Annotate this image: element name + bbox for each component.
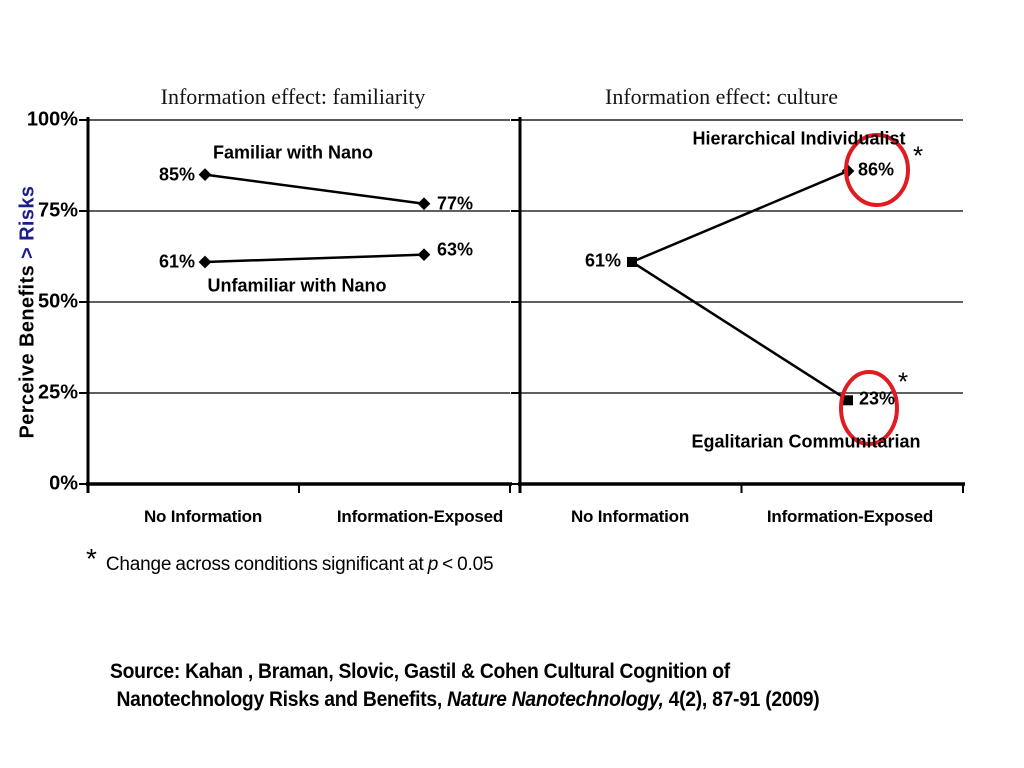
source-line1: Source: Kahan , Braman, Slovic, Gastil &… xyxy=(110,660,730,683)
y-tick-0: 0% xyxy=(49,472,78,495)
value-label-23pct: 23% xyxy=(859,388,896,409)
series-label-egalitarian-communitarian: Egalitarian Communitarian xyxy=(691,431,921,452)
significance-circle-1 xyxy=(839,370,899,446)
value-label-77pct: 77% xyxy=(437,193,474,214)
value-label-61pct: 61% xyxy=(584,250,621,271)
value-label-85pct: 85% xyxy=(158,164,195,185)
left-panel-title: Information effect: familiarity xyxy=(160,84,426,109)
footnote-text: Change across conditions significant at … xyxy=(105,554,494,575)
diamond-marker xyxy=(198,255,212,269)
diamond-marker xyxy=(198,168,212,181)
source-line2: Nanotechnology Risks and Benefits, Natur… xyxy=(116,688,820,711)
diamond-marker xyxy=(417,248,431,262)
x-label-right-no-information: No Information xyxy=(570,507,690,526)
series-label-unfamiliar-with-nano: Unfamiliar with Nano xyxy=(207,275,387,296)
y-tick-50: 50% xyxy=(37,290,78,313)
square-marker xyxy=(627,256,637,267)
value-label-61pct: 61% xyxy=(158,251,195,272)
x-label-right-information-exposed: Information-Exposed xyxy=(766,507,934,526)
y-tick-75: 75% xyxy=(37,199,78,222)
right-panel-title: Information effect: culture xyxy=(605,84,838,109)
series-label-familiar-with-nano: Familiar with Nano xyxy=(212,142,374,163)
significance-circle-0 xyxy=(844,133,910,207)
y-tick-25: 25% xyxy=(37,381,78,404)
value-label-63pct: 63% xyxy=(437,239,474,260)
square-marker xyxy=(843,395,853,406)
significance-footnote: * Change across conditions significant a… xyxy=(86,543,494,576)
significance-asterisk-1: * xyxy=(897,366,909,397)
diamond-marker xyxy=(417,197,431,211)
y-tick-100: 100% xyxy=(26,108,78,131)
footnote-asterisk: * xyxy=(86,543,97,574)
significance-asterisk-0: * xyxy=(912,140,924,171)
x-label-left-no-information: No Information xyxy=(143,507,263,526)
value-label-86pct: 86% xyxy=(858,159,895,180)
x-label-left-information-exposed: Information-Exposed xyxy=(336,507,504,526)
series-label-hierarchical-individualist: Hierarchical Individualist xyxy=(692,128,906,149)
source-citation: Source: Kahan , Braman, Slovic, Gastil &… xyxy=(110,658,820,714)
